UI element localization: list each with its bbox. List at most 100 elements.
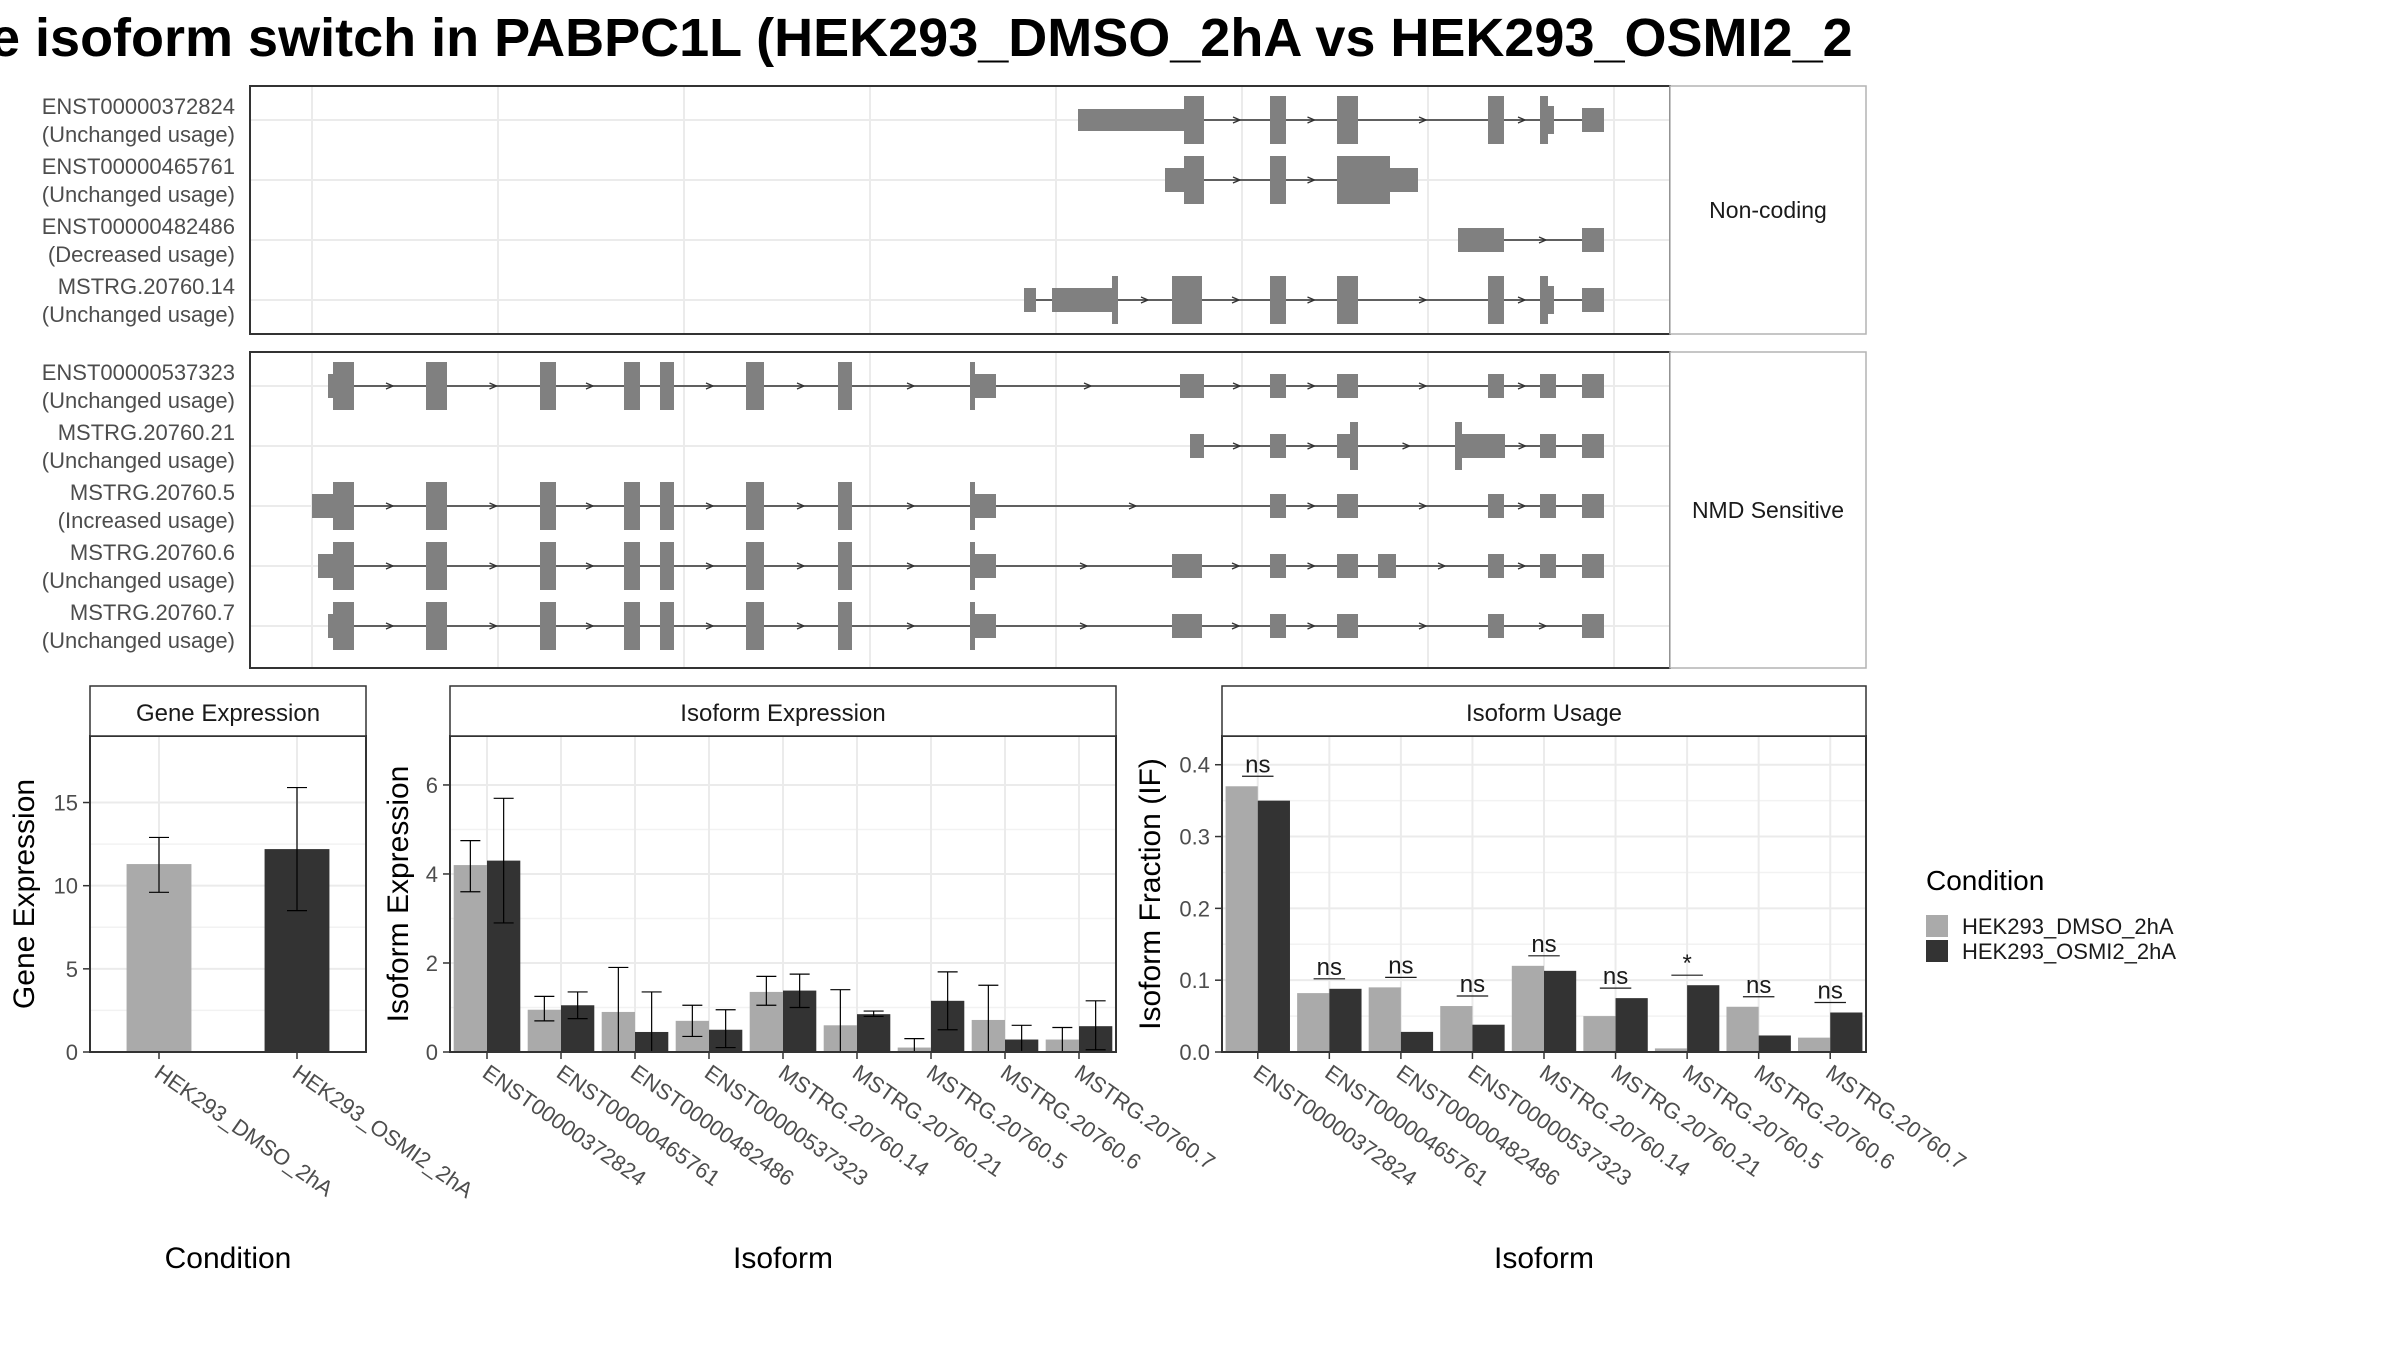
isoform-usage-label: (Unchanged usage) xyxy=(42,122,235,147)
bar xyxy=(1544,970,1577,1052)
y-tick-label: 4 xyxy=(426,862,438,887)
intron-arrow xyxy=(585,562,595,570)
intron-arrow xyxy=(1307,116,1317,124)
error-bar xyxy=(863,1010,884,1017)
significance-label: ns xyxy=(1746,972,1771,999)
exon xyxy=(1270,494,1286,518)
isoform-usage-label: (Unchanged usage) xyxy=(42,302,235,327)
transcript-model xyxy=(312,482,1604,530)
exon xyxy=(1458,228,1504,252)
error-bar xyxy=(493,797,514,924)
exon xyxy=(1337,614,1358,638)
significance-annotation: ns xyxy=(1814,978,1846,1005)
exon xyxy=(1337,156,1390,204)
intron-arrow xyxy=(705,622,715,630)
intron-arrow xyxy=(1437,562,1447,570)
intron-arrow xyxy=(1418,116,1428,124)
exon xyxy=(970,362,975,410)
intron-arrow xyxy=(705,562,715,570)
legend-label-dmso: HEK293_DMSO_2hA xyxy=(1962,914,2174,939)
exon xyxy=(746,542,764,590)
facet-strip xyxy=(1669,351,1867,669)
main-title: e isoform switch in PABPC1L (HEK293_DMSO… xyxy=(0,8,1853,68)
y-axis-title: Gene Expression xyxy=(8,779,41,1009)
intron-arrow xyxy=(1307,622,1317,630)
chart-title-strip xyxy=(89,685,367,737)
exon xyxy=(970,602,975,650)
transcript-model xyxy=(318,542,1604,590)
exon xyxy=(1390,168,1418,192)
intron-arrow xyxy=(705,502,715,510)
exon xyxy=(1488,96,1504,144)
isoform-name-label: ENST00000372824 xyxy=(42,94,235,119)
intron-arrow xyxy=(796,382,806,390)
isoform-name-label: MSTRG.20760.14 xyxy=(58,274,235,299)
significance-label: ns xyxy=(1603,963,1628,990)
exon xyxy=(540,542,556,590)
exon xyxy=(1582,108,1604,132)
intron-arrow xyxy=(489,562,499,570)
intron-arrow xyxy=(1232,176,1242,184)
significance-annotation: ns xyxy=(1742,972,1775,999)
error-bar xyxy=(1085,1000,1106,1051)
chart-panel-1: 051015HEK293_DMSO_2hAHEK293_OSMI2_2hAGen… xyxy=(8,685,478,1275)
exon xyxy=(426,542,447,590)
exon xyxy=(975,494,996,518)
y-tick-label: 2 xyxy=(426,951,438,976)
exon xyxy=(1540,374,1556,398)
exon xyxy=(1582,374,1604,398)
bar xyxy=(1368,987,1401,1052)
isoform-name-label: ENST00000465761 xyxy=(42,154,235,179)
intron-arrow xyxy=(1079,622,1089,630)
exon xyxy=(975,374,996,398)
bar xyxy=(453,865,487,1052)
exon xyxy=(624,362,640,410)
exon xyxy=(333,542,354,590)
intron-arrow xyxy=(1418,502,1428,510)
exon xyxy=(1172,614,1202,638)
significance-label: ns xyxy=(1317,954,1342,981)
intron-arrow xyxy=(385,622,395,630)
bar xyxy=(1654,1048,1688,1052)
x-axis-title: Condition xyxy=(165,1242,292,1275)
legend-label-osmi: HEK293_OSMI2_2hA xyxy=(1962,939,2176,964)
structure-panel-2: ENST00000537323 (Unchanged usage) MSTRG.20… xyxy=(42,351,1867,669)
intron-arrow xyxy=(796,502,806,510)
exon xyxy=(328,614,333,638)
intron-arrow xyxy=(1418,382,1428,390)
exon xyxy=(318,554,333,578)
exon xyxy=(540,362,556,410)
intron-arrow xyxy=(1232,382,1242,390)
exon xyxy=(1270,554,1286,578)
exon xyxy=(1270,276,1286,324)
isoform-name-label: MSTRG.20760.6 xyxy=(70,540,235,565)
exon xyxy=(1270,156,1286,204)
exon xyxy=(1582,614,1604,638)
y-axis-title: Isoform Fraction (IF) xyxy=(1134,758,1167,1030)
exon xyxy=(1165,168,1184,192)
intron-arrow xyxy=(1418,296,1428,304)
intron-arrow xyxy=(585,622,595,630)
exon xyxy=(746,362,764,410)
exon xyxy=(1337,374,1358,398)
isoform-usage-label: (Unchanged usage) xyxy=(42,448,235,473)
exon xyxy=(1337,434,1350,458)
intron-arrow xyxy=(585,382,595,390)
exon xyxy=(660,602,674,650)
isoform-name-label: ENST00000537323 xyxy=(42,360,235,385)
exon xyxy=(426,362,447,410)
error-bar xyxy=(789,973,810,1009)
intron-arrow xyxy=(1231,562,1241,570)
structure-panel-1: ENST00000372824 (Unchanged usage) ENST0000… xyxy=(42,85,1867,335)
exon xyxy=(1172,276,1202,324)
intron-arrow xyxy=(1307,176,1317,184)
intron-arrow xyxy=(1418,622,1428,630)
intron-arrow xyxy=(1517,562,1527,570)
bar xyxy=(1440,1006,1473,1052)
exon xyxy=(1180,374,1204,398)
exon xyxy=(1540,276,1548,324)
transcript-model xyxy=(1165,156,1418,204)
intron-arrow xyxy=(489,502,499,510)
exon xyxy=(1582,288,1604,312)
intron-arrow xyxy=(1517,116,1527,124)
